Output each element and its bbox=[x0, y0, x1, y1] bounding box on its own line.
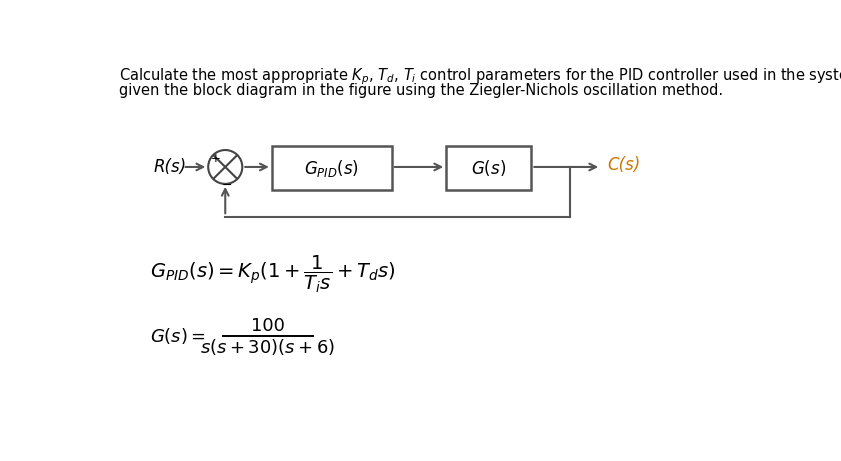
Text: +: + bbox=[210, 152, 220, 165]
Bar bbox=[446, 146, 532, 190]
Text: Calculate the most appropriate $K_p$, $T_d$, $T_i$ control parameters for the PI: Calculate the most appropriate $K_p$, $T… bbox=[119, 67, 841, 88]
Bar bbox=[272, 146, 392, 190]
Text: $s(s + 30)(s + 6)$: $s(s + 30)(s + 6)$ bbox=[200, 337, 336, 357]
Text: $G_{PID}(s) = K_p(1 + \dfrac{1}{T_i s} + T_d s)$: $G_{PID}(s) = K_p(1 + \dfrac{1}{T_i s} +… bbox=[150, 254, 396, 296]
Text: R(s): R(s) bbox=[154, 158, 187, 176]
Text: given the block diagram in the figure using the Ziegler-Nichols oscillation meth: given the block diagram in the figure us… bbox=[119, 83, 723, 98]
Text: −: − bbox=[221, 179, 232, 192]
Text: $G(s)$: $G(s)$ bbox=[471, 158, 506, 178]
Text: C(s): C(s) bbox=[607, 156, 641, 174]
Text: 100: 100 bbox=[251, 317, 285, 335]
Text: $G_{PID}(s)$: $G_{PID}(s)$ bbox=[304, 158, 359, 178]
Text: $G(s) =$: $G(s) =$ bbox=[150, 326, 206, 346]
